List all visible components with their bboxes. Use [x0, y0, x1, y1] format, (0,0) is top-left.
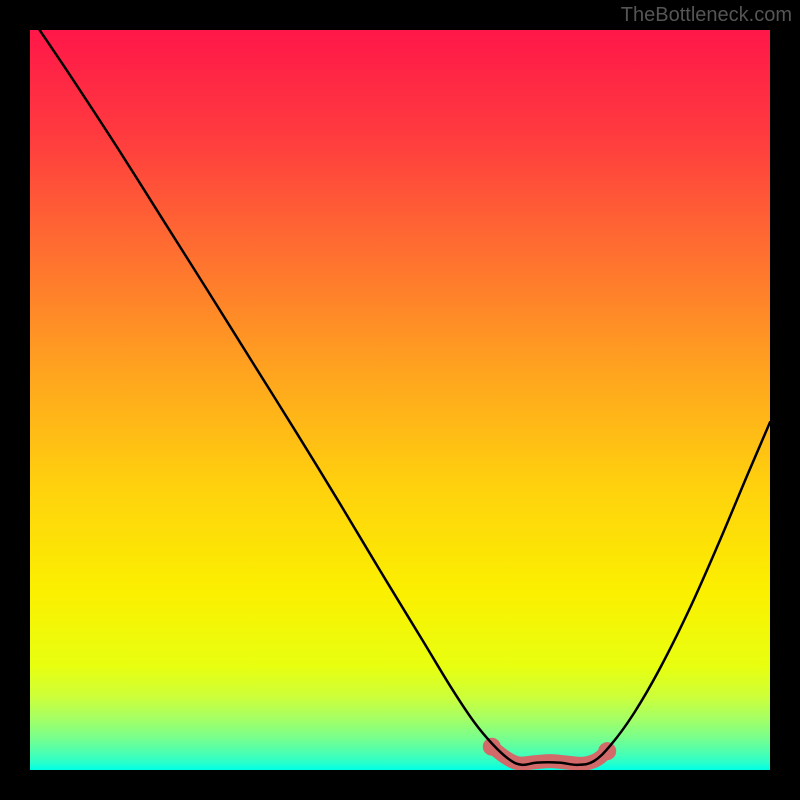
- bottleneck-curve: [40, 30, 770, 765]
- watermark-text: TheBottleneck.com: [621, 4, 792, 27]
- trough-end-dot: [483, 738, 501, 756]
- curve-layer: [30, 30, 770, 770]
- trough-end-dot: [598, 742, 616, 760]
- chart-container: TheBottleneck.com: [0, 0, 800, 800]
